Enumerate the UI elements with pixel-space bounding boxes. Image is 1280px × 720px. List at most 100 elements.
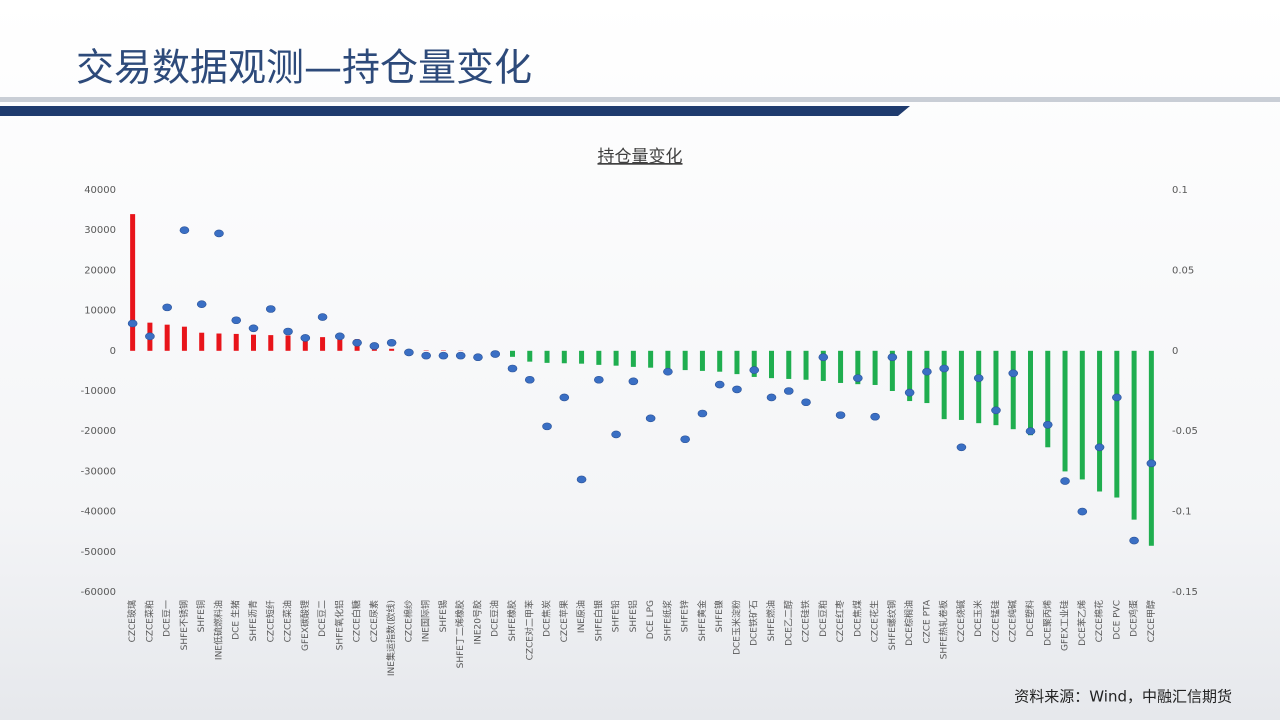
plot: -60000 -50000 -40000 -30000 -20000 -10000 0 100… [81,185,1198,676]
x-tick-label: CZCE尿素 [368,600,380,642]
dot [973,374,984,382]
x-tick-label: SHFE白银 [592,600,604,641]
x-tick-label: DCE豆油 [489,600,501,637]
dot [317,313,328,321]
dot [904,388,915,397]
y-tick-label: -40000 [81,507,116,518]
x-tick-label: DCE铁矿石 [748,600,760,646]
x-tick-label: SHFE氧化铝 [333,600,345,650]
x-tick-label: SHFE沥青 [247,600,259,641]
bar [285,335,291,351]
dot [887,353,898,362]
dot [853,374,863,382]
dot [524,375,535,384]
dot [559,393,570,402]
y-tick-label: -50000 [81,547,116,558]
dot [766,393,777,402]
bar [164,324,170,351]
dot [162,303,172,312]
x-tick-label: SHFE燃油 [765,600,777,641]
x-tick-label: DCE 生猪 [230,600,242,640]
bar [786,350,792,379]
y-tick-label: -60000 [81,587,116,598]
dot [369,342,380,350]
dot [335,332,345,341]
x-tick-label: CZCE锰硅 [989,600,1001,642]
dot [663,367,673,376]
dot [1129,536,1139,545]
bar [889,350,895,391]
x-tick-label: CZCE PTA [922,599,932,644]
x-tick-label: DCE玉米 [972,600,984,637]
bar [941,350,947,420]
dot [1112,393,1122,402]
chart-title: 持仓量变化 [598,147,683,167]
x-tick-label: SHFE铜 [195,600,207,632]
dot [680,435,690,444]
y-tick-label: -30000 [81,466,116,477]
dot [455,351,466,360]
bar [337,337,343,351]
dot [1008,369,1019,378]
x-tick-label: SHFE橡胶 [506,600,518,641]
bar [199,332,205,351]
bar [320,337,326,351]
dot [438,351,449,360]
bar [1028,350,1033,436]
dot [127,319,138,328]
dot [145,332,155,341]
bar [769,350,774,379]
x-tick-label: SHFE黄金 [696,600,708,641]
bar [216,333,222,351]
bar [596,350,602,365]
bar [699,350,705,371]
x-tick-label: CZCE烧碱 [955,600,967,642]
bar [820,350,826,381]
x-tick-label: DCE塑料 [1024,600,1036,637]
dot [870,412,880,421]
bar [544,350,550,363]
dot [576,475,587,484]
x-tick-label: DCE玉米淀粉 [730,600,742,655]
header-band [0,106,910,116]
x-tick-label: INE原油 [575,600,587,633]
y-tick-label: 20000 [84,265,116,276]
y2-tick-label: -0.15 [1172,587,1198,598]
dot [542,422,552,431]
x-tick-label: DCE焦炭 [541,600,553,637]
y-tick-label: 10000 [84,306,116,317]
x-tick-label: DCE苯乙烯 [1076,600,1088,646]
x-tick-label: SHFE铝 [627,600,639,632]
bar [665,350,671,369]
dot [818,353,829,362]
bar [872,350,878,385]
dot [1094,443,1105,452]
y2-tick-label: -0.1 [1172,507,1192,518]
dot [1146,459,1157,468]
dot [214,229,224,238]
bar [803,350,809,380]
dot [783,387,794,395]
x-tick-label: DCE LPG [646,600,656,639]
bar [648,350,654,368]
bar [838,350,844,383]
bar [613,350,619,366]
bar [302,336,308,351]
page-title: 交易数据观测—持仓量变化 [76,46,532,90]
x-tick-label: SHFE热轧卷板 [938,600,950,659]
bar [1148,350,1154,546]
bar [958,350,964,420]
x-tick-label: GFEX工业硅 [1059,600,1071,651]
x-tick-label: CZCE红枣 [834,600,846,642]
x-tick-label: GFEX碳酸锂 [299,600,311,651]
x-tick-label: INE集运指数(欧线) [385,600,397,676]
dot [1060,477,1070,485]
bar [1097,350,1103,492]
x-tick-label: DCE棕榈油 [903,600,915,646]
x-tick-label: CZCE玻璃 [126,600,138,642]
x-tick-label: SHFE丁二烯橡胶 [454,600,466,668]
bar [1045,350,1051,448]
x-tick-label: DCE PVC [1112,600,1122,640]
x-tick-label: DCE豆粕 [817,600,829,637]
bar [1131,350,1137,520]
